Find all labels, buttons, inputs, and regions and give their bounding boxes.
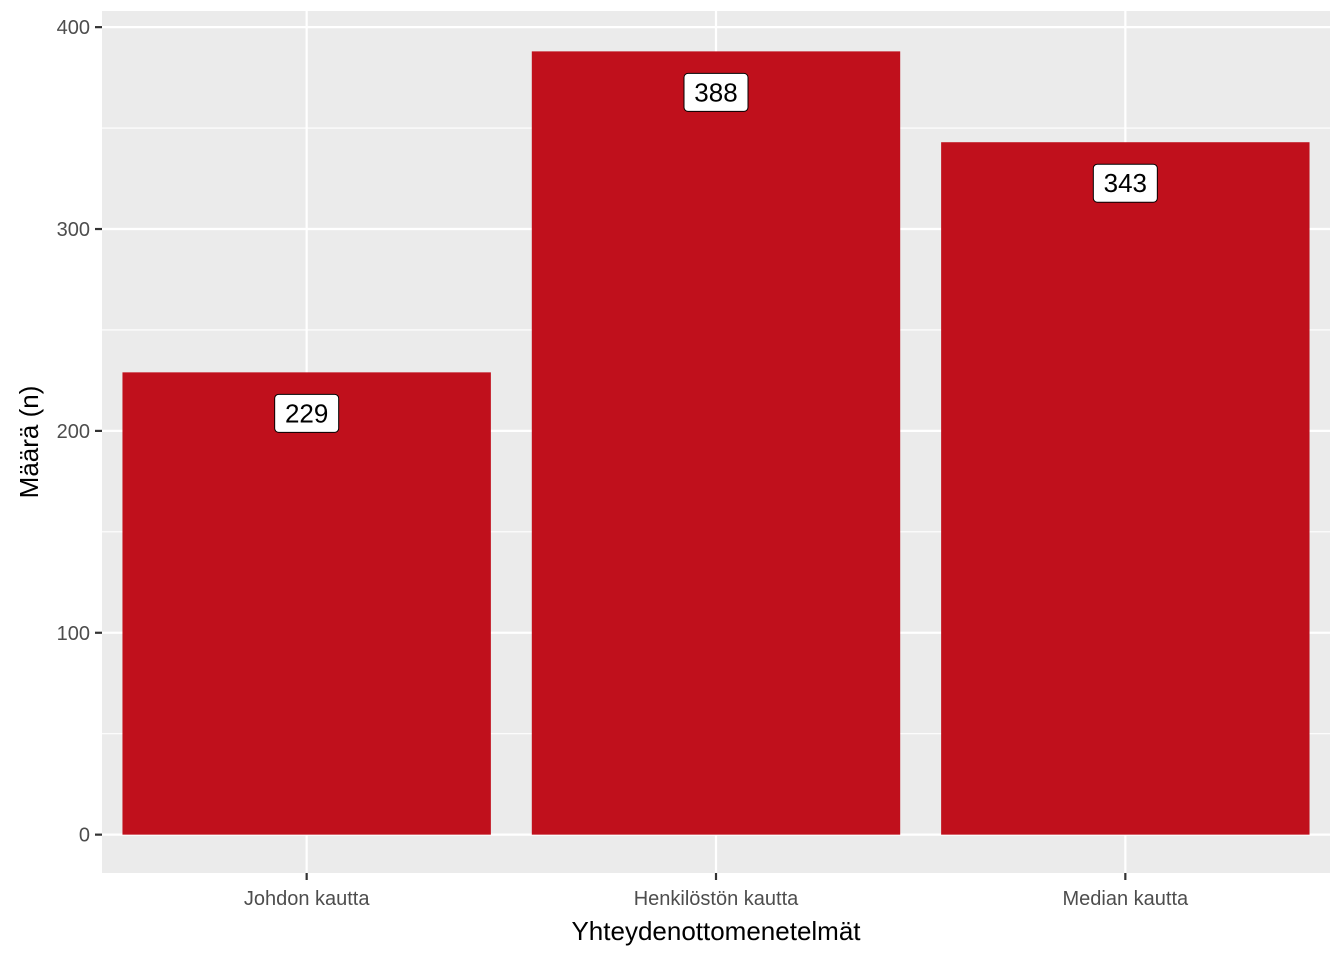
bar [122, 372, 491, 835]
data-label-text: 388 [694, 77, 737, 107]
y-axis-title: Määrä (n) [14, 386, 44, 499]
data-label-box [683, 72, 749, 112]
bar [941, 142, 1310, 835]
y-axis: 0 100 200 300 400 [57, 17, 102, 847]
data-labels-group: 229 388 343 [274, 72, 1158, 433]
y-tick-label: 300 [57, 219, 90, 241]
bar [531, 51, 901, 835]
x-tick-label: Johdon kautta [244, 888, 371, 910]
y-tick-label: 0 [79, 825, 90, 847]
x-tick-label: Median kautta [1063, 888, 1190, 910]
y-tick-label: 200 [57, 421, 90, 443]
data-label: 343 [1092, 163, 1158, 203]
x-tick-label: Henkilöstön kautta [634, 888, 799, 910]
data-label: 229 [274, 393, 340, 433]
x-axis: Johdon kautta Henkilöstön kautta Median ka… [244, 873, 1189, 910]
data-label: 388 [683, 72, 749, 112]
data-label-box [274, 393, 340, 433]
bars-group [122, 51, 1310, 835]
x-axis-title: Yhteydenottomenetelmät [571, 916, 861, 946]
data-label-text: 229 [285, 398, 328, 428]
data-label-text: 343 [1104, 168, 1147, 198]
data-label-box [1092, 163, 1158, 203]
y-tick-label: 400 [57, 17, 90, 39]
y-tick-label: 100 [57, 623, 90, 645]
